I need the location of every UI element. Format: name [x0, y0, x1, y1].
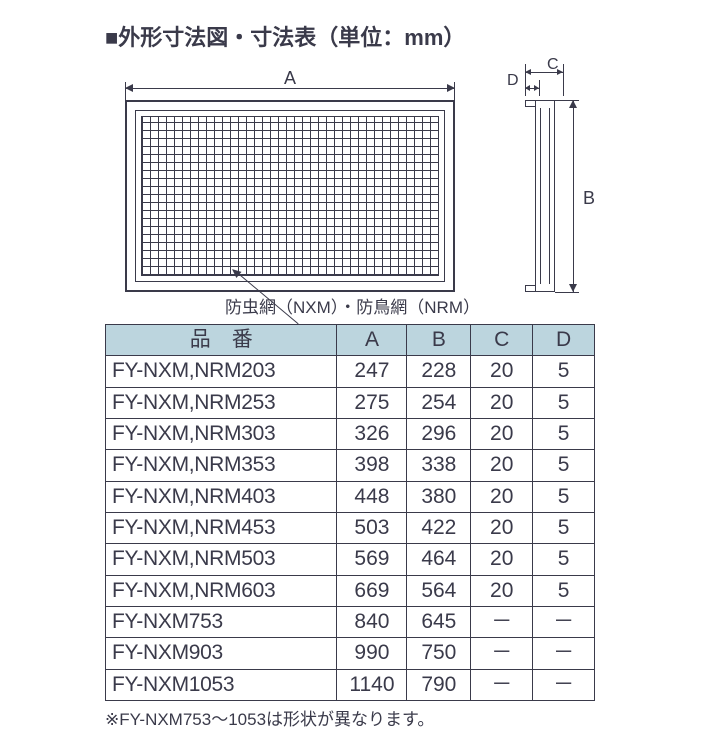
table-row: FY-NXM903990750－－ [106, 638, 595, 669]
side-body [535, 100, 555, 292]
cell-value: 5 [533, 513, 595, 544]
cell-value: 254 [407, 387, 471, 418]
cell-dash: － [471, 638, 533, 669]
cell-value: 569 [337, 544, 407, 575]
cell-dash: － [533, 669, 595, 700]
cell-value: 228 [407, 356, 471, 387]
cell-dash: － [471, 607, 533, 638]
cell-model: FY-NXM,NRM353 [106, 450, 337, 481]
cell-dash: － [533, 607, 595, 638]
cell-value: 5 [533, 544, 595, 575]
cell-value: 840 [337, 607, 407, 638]
cell-dash: － [533, 638, 595, 669]
side-view: C D B [495, 58, 605, 308]
dim-c-line [525, 72, 563, 73]
cell-value: 5 [533, 575, 595, 606]
cell-value: 5 [533, 419, 595, 450]
cell-value: 750 [407, 638, 471, 669]
cell-value: 448 [337, 481, 407, 512]
cell-value: 296 [407, 419, 471, 450]
table-row: FY-NXM,NRM253275254205 [106, 387, 595, 418]
cell-value: 790 [407, 669, 471, 700]
cell-value: 669 [337, 575, 407, 606]
cell-value: 20 [471, 481, 533, 512]
dim-a-line [125, 88, 455, 89]
table-row: FY-NXM,NRM303326296205 [106, 419, 595, 450]
cell-model: FY-NXM,NRM453 [106, 513, 337, 544]
table-row: FY-NXM,NRM203247228205 [106, 356, 595, 387]
footnote: ※FY-NXM753～1053は形状が異なります。 [105, 705, 615, 730]
table-row: FY-NXM,NRM453503422205 [106, 513, 595, 544]
dim-d-label: D [507, 72, 519, 90]
table-row: FY-NXM,NRM403448380205 [106, 481, 595, 512]
cell-value: 326 [337, 419, 407, 450]
cell-value: 338 [407, 450, 471, 481]
cell-value: 990 [337, 638, 407, 669]
cell-value: 5 [533, 356, 595, 387]
table-header-row: 品 番 A B C D [106, 325, 595, 356]
cell-value: 20 [471, 419, 533, 450]
dimension-diagram: A 防虫網（NXM）・防鳥網（NRM） C D [105, 58, 615, 318]
dim-a-label: A [284, 68, 296, 89]
cell-value: 503 [337, 513, 407, 544]
cell-model: FY-NXM753 [106, 607, 337, 638]
table-row: FY-NXM10531140790－－ [106, 669, 595, 700]
mesh-grid [141, 116, 439, 276]
cell-value: 275 [337, 387, 407, 418]
table-row: FY-NXM,NRM603669564205 [106, 575, 595, 606]
page-title: ■外形寸法図・寸法表（単位：mm） [105, 20, 615, 52]
col-c: C [471, 325, 533, 356]
cell-model: FY-NXM,NRM253 [106, 387, 337, 418]
cell-value: 5 [533, 481, 595, 512]
dimension-table: 品 番 A B C D FY-NXM,NRM203247228205FY-NXM… [105, 324, 595, 701]
mesh-label: 防虫網（NXM）・防鳥網（NRM） [225, 293, 480, 318]
cell-model: FY-NXM,NRM303 [106, 419, 337, 450]
cell-model: FY-NXM903 [106, 638, 337, 669]
cell-value: 20 [471, 544, 533, 575]
cell-value: 5 [533, 450, 595, 481]
cell-value: 422 [407, 513, 471, 544]
table-row: FY-NXM753840645－－ [106, 607, 595, 638]
cell-value: 1140 [337, 669, 407, 700]
cell-value: 247 [337, 356, 407, 387]
cell-value: 564 [407, 575, 471, 606]
cell-model: FY-NXM,NRM203 [106, 356, 337, 387]
cell-model: FY-NXM,NRM503 [106, 544, 337, 575]
table-row: FY-NXM,NRM353398338205 [106, 450, 595, 481]
dim-b-line [573, 100, 574, 292]
cell-model: FY-NXM,NRM403 [106, 481, 337, 512]
cell-dash: － [471, 669, 533, 700]
cell-value: 20 [471, 513, 533, 544]
cell-model: FY-NXM,NRM603 [106, 575, 337, 606]
cell-value: 20 [471, 450, 533, 481]
cell-value: 398 [337, 450, 407, 481]
cell-value: 5 [533, 387, 595, 418]
col-model: 品 番 [106, 325, 337, 356]
col-d: D [533, 325, 595, 356]
dim-b-label: B [583, 188, 595, 209]
col-b: B [407, 325, 471, 356]
col-a: A [337, 325, 407, 356]
dim-d-line [525, 88, 539, 89]
cell-value: 20 [471, 356, 533, 387]
cell-value: 380 [407, 481, 471, 512]
outer-frame [125, 100, 455, 292]
front-view: A [125, 72, 455, 292]
cell-value: 464 [407, 544, 471, 575]
cell-value: 20 [471, 575, 533, 606]
table-row: FY-NXM,NRM503569464205 [106, 544, 595, 575]
cell-value: 20 [471, 387, 533, 418]
cell-value: 645 [407, 607, 471, 638]
cell-model: FY-NXM1053 [106, 669, 337, 700]
